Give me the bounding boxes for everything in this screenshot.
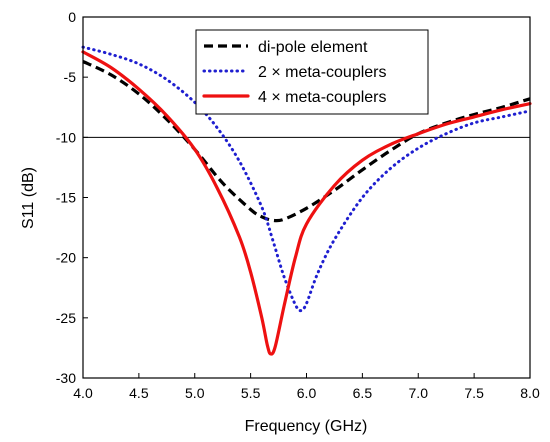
series-line-3 [81, 50, 532, 356]
series-line-2 [81, 45, 532, 313]
x-tick-label: 6.0 [297, 385, 317, 401]
legend-label-2: 2 × meta-couplers [258, 64, 387, 81]
y-tick-label: -20 [56, 250, 76, 266]
y-tick-label: -10 [56, 129, 76, 145]
x-tick-label: 5.0 [185, 385, 205, 401]
x-tick-label: 7.0 [409, 385, 429, 401]
x-tick-label: 8.0 [520, 385, 540, 401]
legend-label-1: di-pole element [258, 39, 368, 56]
x-tick-label: 5.5 [241, 385, 261, 401]
y-tick-label: -30 [56, 370, 76, 386]
x-tick-label: 6.5 [353, 385, 373, 401]
y-tick-label: -15 [56, 190, 76, 206]
y-tick-label: -5 [64, 69, 77, 85]
x-tick-label: 7.5 [464, 385, 484, 401]
legend: di-pole element 2 × meta-couplers 4 × meta… [195, 29, 429, 115]
x-axis-title: Frequency (GHz) [245, 418, 368, 435]
y-tick-label: 0 [68, 9, 76, 25]
x-tick-label: 4.0 [73, 385, 93, 401]
y-axis-title: S11 (dB) [20, 167, 37, 229]
y-axis: 0 -5 -10 -15 -20 -25 -30 [56, 9, 88, 386]
y-tick-label: -25 [56, 310, 76, 326]
legend-label-3: 4 × meta-couplers [258, 89, 387, 106]
x-axis: 4.0 4.5 5.0 5.5 6.0 6.5 7.0 7.5 8.0 [73, 373, 540, 401]
legend-box [195, 29, 429, 115]
series-layer [81, 45, 532, 356]
x-tick-label: 4.5 [129, 385, 149, 401]
